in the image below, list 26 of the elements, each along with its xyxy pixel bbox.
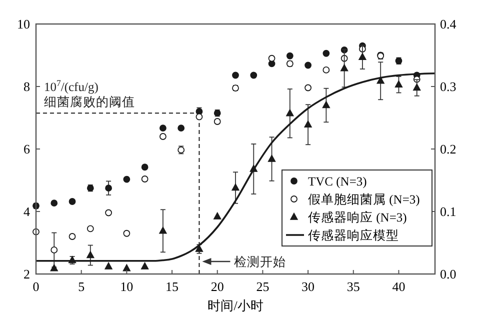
y2-tick-label: 0.4 [440,16,457,32]
x-tick-label: 20 [210,279,224,294]
x-tick-label: 40 [392,279,406,294]
x-tick-label: 25 [256,279,270,294]
y2-tick-label: 0.3 [440,79,456,94]
y2-tick-label: 0.2 [440,142,456,156]
y2-tick-label: 0.0 [440,266,456,282]
y-tick-label: 10 [17,16,30,32]
legend-label: 传感器响应 (N=3) [308,210,407,224]
x-tick-label: 30 [302,279,315,294]
legend-label: 传感器响应模型 [308,228,399,242]
x-tick-label: 0 [32,279,40,294]
legend-label: TVC (N=3) [308,174,367,188]
legend-label: 假单胞细菌属 (N=3) [308,192,420,206]
x-tick-label: 5 [78,279,85,294]
y2-tick-label: 0.1 [440,204,456,219]
y-tick-label: 6 [24,142,30,156]
y-tick-label: 4 [24,204,30,219]
y-tick-label: 8 [24,79,30,94]
x-axis-title: 时间/小时 [208,298,264,313]
annotation: 检测开始 [234,255,286,269]
x-tick-label: 35 [346,279,360,294]
ref-line-label: 10$^{7}$/(cfu/g) 细菌腐败的阈值 [44,78,135,110]
x-tick-label: 15 [166,279,179,294]
x-tick-label: 10 [120,279,134,294]
y-tick-label: 2 [24,266,30,282]
